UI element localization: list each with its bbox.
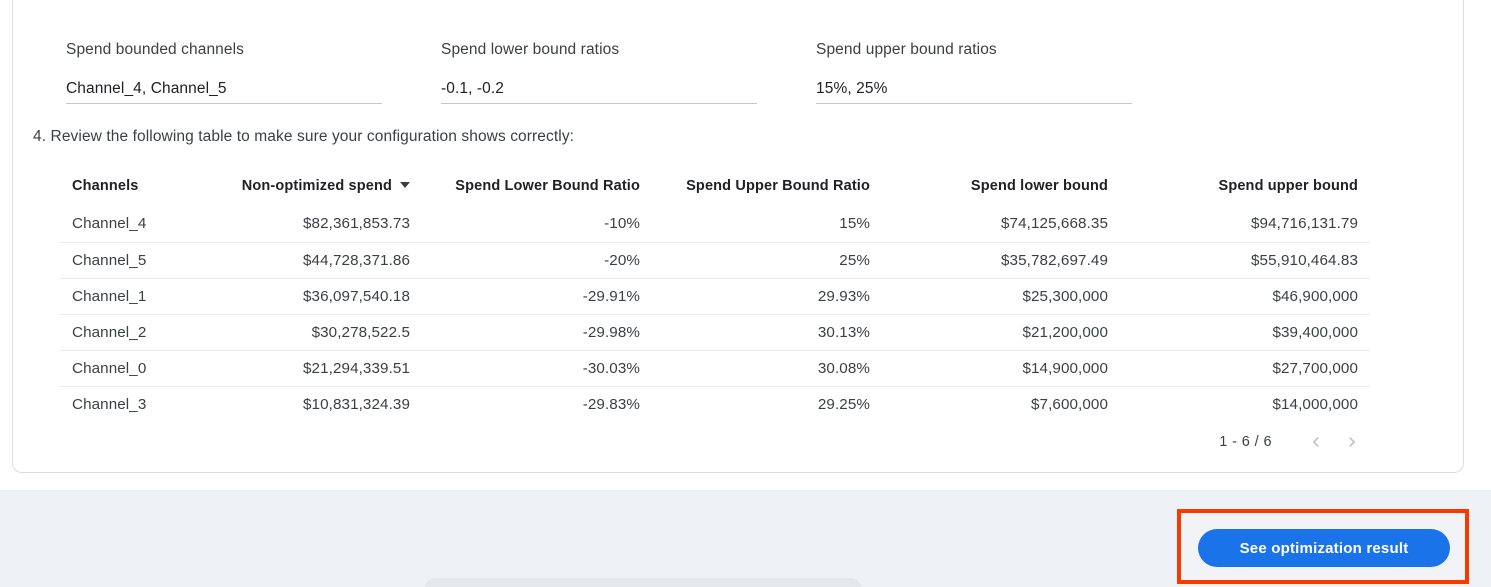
pagination-prev-button[interactable]	[1298, 424, 1334, 460]
column-header-non-optimized-spend[interactable]: Non-optimized spend	[210, 178, 422, 206]
field-label-spend-bounded-channels: Spend bounded channels	[66, 41, 245, 58]
cell-channel: Channel_5	[60, 241, 210, 278]
footer-partial-panel	[424, 578, 862, 587]
input-spend-lower-bound-ratios[interactable]	[441, 78, 757, 104]
table-pagination: 1 - 6 / 6	[1219, 424, 1370, 460]
table-row: Channel_3 $10,831,324.39 -29.83% 29.25% $7,6…	[60, 385, 1370, 422]
cell-spend-upper-bound: $39,400,000	[1120, 313, 1370, 350]
cell-spend-upper-bound-ratio: 29.25%	[652, 385, 882, 422]
field-spend-upper-bound-ratios: Spend upper bound ratios	[816, 40, 1132, 104]
cell-spend-lower-bound: $35,782,697.49	[882, 241, 1120, 278]
field-label-spend-lower-bound-ratios: Spend lower bound ratios	[441, 41, 620, 58]
cell-channel: Channel_1	[60, 277, 210, 314]
cell-spend-lower-bound-ratio: -29.83%	[422, 385, 652, 422]
cell-channel: Channel_4	[72, 215, 147, 233]
review-table-container: Channels Non-optimized spend Spend Lower…	[60, 178, 1370, 422]
input-spend-upper-bound-ratios[interactable]	[816, 78, 1132, 104]
cell-spend-lower-bound: $25,300,000	[882, 277, 1120, 314]
cell-spend-lower-bound-ratio: -30.03%	[422, 349, 652, 386]
column-header-spend-upper-bound-ratio[interactable]: Spend Upper Bound Ratio	[686, 178, 870, 194]
table-row: Channel_2 $30,278,522.5 -29.98% 30.13% $21,2…	[60, 313, 1370, 350]
cell-spend-lower-bound-ratio: -10%	[604, 215, 640, 233]
cell-spend-lower-bound-ratio: -20%	[422, 241, 652, 278]
table-head: Channels Non-optimized spend Spend Lower…	[60, 178, 1370, 206]
cell-spend-lower-bound-ratio: -29.98%	[422, 313, 652, 350]
cell-non-optimized-spend: $21,294,339.51	[210, 349, 422, 386]
field-spend-lower-bound-ratios: Spend lower bound ratios	[441, 40, 757, 104]
column-header-spend-upper-bound[interactable]: Spend upper bound	[1218, 178, 1358, 194]
cell-spend-upper-bound-ratio: 30.08%	[652, 349, 882, 386]
pagination-range-label: 1 - 6 / 6	[1219, 434, 1272, 450]
cell-spend-upper-bound: $55,910,464.83	[1120, 241, 1370, 278]
table-row: Channel_5 $44,728,371.86 -20% 25% $35,782,69…	[60, 241, 1370, 278]
cell-spend-upper-bound: $46,900,000	[1120, 277, 1370, 314]
cell-spend-upper-bound: $14,000,000	[1120, 385, 1370, 422]
table-row: Channel_4 $82,361,853.73 -10% 15% $74,125,66…	[60, 206, 1370, 242]
cell-channel: Channel_0	[60, 349, 210, 386]
see-optimization-result-button[interactable]: See optimization result	[1198, 529, 1450, 567]
cell-spend-upper-bound-ratio: 25%	[652, 241, 882, 278]
table-row: Channel_1 $36,097,540.18 -29.91% 29.93% $25,…	[60, 277, 1370, 314]
cell-non-optimized-spend: $10,831,324.39	[210, 385, 422, 422]
field-spend-bounded-channels: Spend bounded channels	[66, 40, 382, 104]
cell-spend-upper-bound: $27,700,000	[1120, 349, 1370, 386]
chevron-left-icon	[1312, 437, 1319, 447]
cell-channel: Channel_3	[60, 385, 210, 422]
table-row: Channel_0 $21,294,339.51 -30.03% 30.08% $14,…	[60, 349, 1370, 386]
column-header-non-optimized-spend-label: Non-optimized spend	[241, 178, 392, 194]
column-header-spend-lower-bound[interactable]: Spend lower bound	[970, 178, 1108, 194]
cell-spend-upper-bound-ratio: 15%	[839, 215, 870, 233]
step-4-heading: 4. Review the following table to make su…	[33, 128, 575, 145]
cell-channel: Channel_2	[60, 313, 210, 350]
column-header-spend-lower-bound-ratio[interactable]: Spend Lower Bound Ratio	[455, 178, 640, 194]
cell-spend-upper-bound-ratio: 29.93%	[652, 277, 882, 314]
field-label-spend-upper-bound-ratios: Spend upper bound ratios	[816, 41, 997, 58]
sort-descending-icon[interactable]	[400, 182, 410, 189]
cell-spend-lower-bound: $21,200,000	[882, 313, 1120, 350]
table-header-row: Channels Non-optimized spend Spend Lower…	[60, 178, 1370, 206]
cell-spend-lower-bound: $7,600,000	[882, 385, 1120, 422]
cell-non-optimized-spend: $82,361,853.73	[303, 215, 410, 233]
cell-spend-lower-bound-ratio: -29.91%	[422, 277, 652, 314]
cell-non-optimized-spend: $36,097,540.18	[210, 277, 422, 314]
cell-spend-lower-bound: $74,125,668.35	[1001, 215, 1108, 233]
cell-spend-upper-bound: $94,716,131.79	[1251, 215, 1358, 233]
cell-non-optimized-spend: $30,278,522.5	[210, 313, 422, 350]
input-spend-bounded-channels[interactable]	[66, 78, 382, 104]
cell-spend-upper-bound-ratio: 30.13%	[652, 313, 882, 350]
column-header-channels[interactable]: Channels	[72, 178, 139, 194]
config-fields-row: Spend bounded channels Spend lower bound…	[0, 40, 1491, 126]
pagination-next-button[interactable]	[1334, 424, 1370, 460]
cell-non-optimized-spend: $44,728,371.86	[210, 241, 422, 278]
table-body: Channel_4 $82,361,853.73 -10% 15% $74,125,66…	[60, 206, 1370, 422]
cell-spend-lower-bound: $14,900,000	[882, 349, 1120, 386]
review-table: Channels Non-optimized spend Spend Lower…	[60, 178, 1370, 422]
chevron-right-icon	[1349, 437, 1356, 447]
